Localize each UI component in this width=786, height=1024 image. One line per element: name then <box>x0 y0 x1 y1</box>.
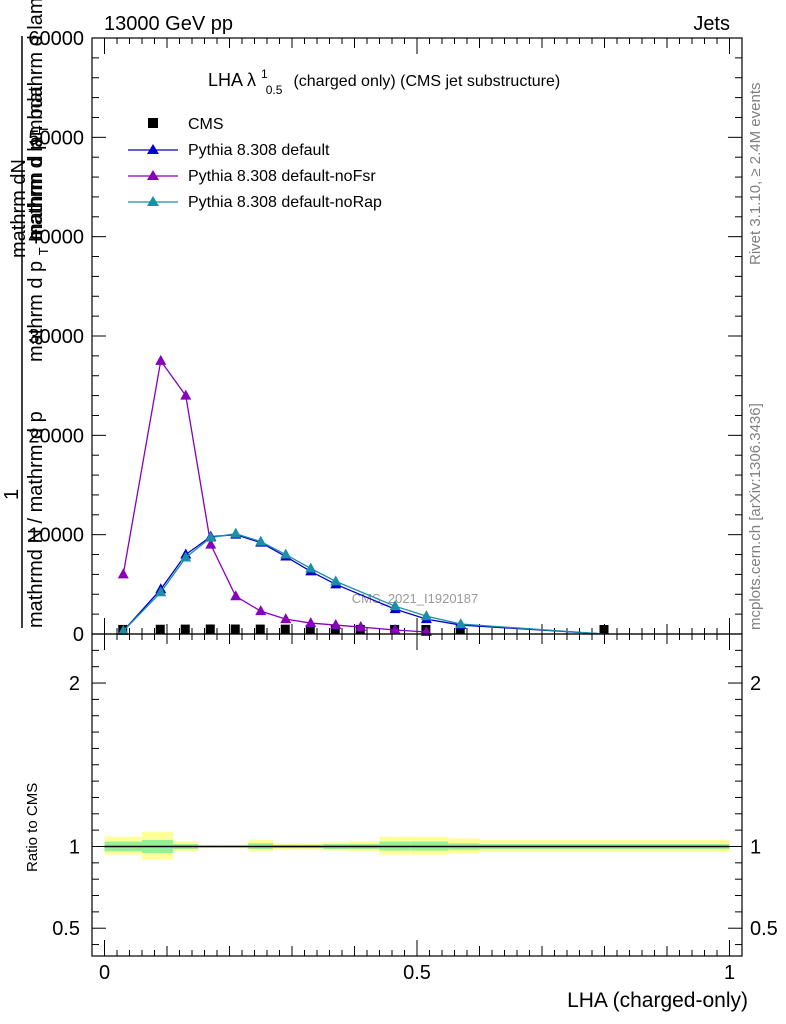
point-cms <box>180 624 190 634</box>
point-pythia-8-308-default-nofsr <box>330 619 342 630</box>
legend-item-default: Pythia 8.308 default <box>128 142 330 159</box>
ratio-ytick-label-right: 1 <box>750 836 761 858</box>
point-pythia-8-308-default-nofsr <box>389 624 401 635</box>
ratio-xtick-label: 1 <box>724 962 735 984</box>
ylabel-line1: mathrm dN <box>8 159 30 258</box>
point-pythia-8-308-default-norap <box>420 610 432 621</box>
ylabel-line2-a: mathrm d p <box>25 261 47 362</box>
ratio-xtick-label: 0 <box>99 962 110 984</box>
point-cms <box>599 624 609 634</box>
point-cms <box>205 624 215 634</box>
legend-label-default: Pythia 8.308 default <box>188 142 330 159</box>
plot-title: LHA λ 1 0.5 (charged only) (CMS jet subs… <box>208 62 560 98</box>
plot-title-rest: (charged only) (CMS jet substructure) <box>293 73 560 90</box>
plot-title-main: LHA λ <box>208 70 256 90</box>
legend-item-cms: CMS <box>148 116 224 133</box>
point-pythia-8-308-default-nofsr <box>117 568 129 579</box>
main-ylabel: 1 mathrm dN mathrm d p T mathrm d lambda… <box>1 0 53 628</box>
point-cms <box>255 624 265 634</box>
point-pythia-8-308-default-nofsr <box>205 538 217 549</box>
point-pythia-8-308-default-norap <box>205 531 217 542</box>
legend-item-norap: Pythia 8.308 default-noRap <box>128 194 382 211</box>
ratio-ytick-label: 2 <box>69 673 80 695</box>
point-pythia-8-308-default-nofsr <box>230 590 242 601</box>
point-pythia-8-308-default-nofsr <box>180 389 192 400</box>
ratio-ytick-labels: 0.5 0.5 1 1 2 2 <box>52 673 778 940</box>
ylabel-line3-c: mathrm d lambda <box>25 0 47 120</box>
ratio-xtick-label: 0.5 <box>403 962 431 984</box>
main-ytick-label: 40000 <box>28 227 84 249</box>
point-pythia-8-308-default-nofsr <box>280 613 292 624</box>
svg-text:LHA λ 1 0.5: LHA λ 1 0.5 (charged only) (CMS jet subs… <box>208 62 560 98</box>
ratio-axis-ticks <box>92 634 742 956</box>
legend: CMS Pythia 8.308 default Pythia 8.308 de… <box>128 116 382 211</box>
point-pythia-8-308-default-nofsr <box>155 354 167 365</box>
point-pythia-8-308-default-nofsr <box>305 617 317 628</box>
mcplots-label: mcplots.cern.ch [arXiv:1306.3436] <box>747 403 764 630</box>
main-panel: 0 10000 20000 30000 40000 50000 60000 CMS_2021… <box>28 28 743 646</box>
ratio-ytick-label: 0.5 <box>52 918 80 940</box>
point-cms <box>230 624 240 634</box>
header-right: Jets <box>693 13 730 35</box>
point-pythia-8-308-default-norap <box>389 600 401 611</box>
main-ytick-label: 20000 <box>28 425 84 447</box>
line-pythia-8-308-default-norap <box>122 533 605 635</box>
legend-label-cms: CMS <box>188 116 224 133</box>
point-pythia-8-308-default-norap <box>455 618 467 629</box>
point-pythia-8-308-default-norap <box>255 535 267 546</box>
x-axis-label: LHA (charged-only) <box>567 989 748 1012</box>
legend-label-norap: Pythia 8.308 default-noRap <box>188 194 382 211</box>
ylabel-denominator: mathrmd N / mathrm d p <box>25 411 47 628</box>
point-pythia-8-308-default-norap <box>230 527 242 538</box>
ratio-panel: 0.5 0.51 12 2 0 0.5 1 Ratio to CMS LHA (charg… <box>24 633 778 1012</box>
legend-marker-nofsr <box>147 170 159 180</box>
point-pythia-8-308-default-norap <box>155 586 167 597</box>
main-ytick-labels: 0 10000 20000 30000 40000 50000 60000 <box>28 28 84 646</box>
point-cms <box>455 624 465 634</box>
ratio-frame <box>91 633 743 957</box>
ylabel-line2-c: mathrm d lambda <box>25 85 47 241</box>
point-cms <box>155 624 165 634</box>
header-left: 13000 GeV pp <box>104 13 233 35</box>
plot-title-sup: 1 <box>261 67 268 81</box>
point-pythia-8-308-default-nofsr <box>255 605 267 616</box>
main-ytick-label: 50000 <box>28 127 84 149</box>
point-pythia-8-308-default-norap <box>180 551 192 562</box>
watermark: CMS_2021_I1920187 <box>352 591 479 606</box>
legend-marker-default <box>147 144 159 154</box>
ratio-ylabel: Ratio to CMS <box>24 783 41 872</box>
main-ytick-label: 10000 <box>28 525 84 547</box>
main-ytick-label: 30000 <box>28 326 84 348</box>
ylabel-num-prefix: 1 <box>1 489 23 500</box>
ylabel-line3-a: mathrm d p <box>25 139 47 240</box>
ratio-bands <box>104 831 730 860</box>
point-cms <box>305 624 315 634</box>
ylabel-line3: mathrm d p T mathrm d lambda <box>25 0 53 240</box>
ylabel-line2-b: T <box>36 247 51 255</box>
legend-item-nofsr: Pythia 8.308 default-noFsr <box>128 168 376 185</box>
ratio-xtick-labels: 0 0.5 1 <box>99 962 735 984</box>
rivet-label: Rivet 3.1.10, ≥ 2.4M events <box>747 83 764 266</box>
main-series <box>117 354 609 637</box>
legend-marker-cms <box>148 118 158 128</box>
ratio-ytick-label: 1 <box>69 836 80 858</box>
line-pythia-8-308-default-nofsr <box>122 359 427 633</box>
ratio-ytick-label-right: 0.5 <box>750 918 778 940</box>
main-ytick-label: 0 <box>73 624 84 646</box>
legend-label-nofsr: Pythia 8.308 default-noFsr <box>188 168 376 185</box>
point-cms <box>280 624 290 634</box>
point-cms <box>330 624 340 634</box>
ratio-ytick-label-right: 2 <box>750 673 761 695</box>
main-ytick-label: 60000 <box>28 28 84 50</box>
point-pythia-8-308-default-norap <box>305 562 317 573</box>
point-pythia-8-308-default-norap <box>280 548 292 559</box>
plot-title-sub: 0.5 <box>266 83 283 97</box>
legend-marker-norap <box>147 196 159 206</box>
ylabel-line3-b: T <box>36 125 51 133</box>
point-pythia-8-308-default-norap <box>330 575 342 586</box>
ylabel-line2: mathrm d p T mathrm d lambda <box>25 85 53 362</box>
point-pythia-8-308-default-norap <box>117 625 129 636</box>
point-pythia-8-308-default-nofsr <box>355 621 367 632</box>
